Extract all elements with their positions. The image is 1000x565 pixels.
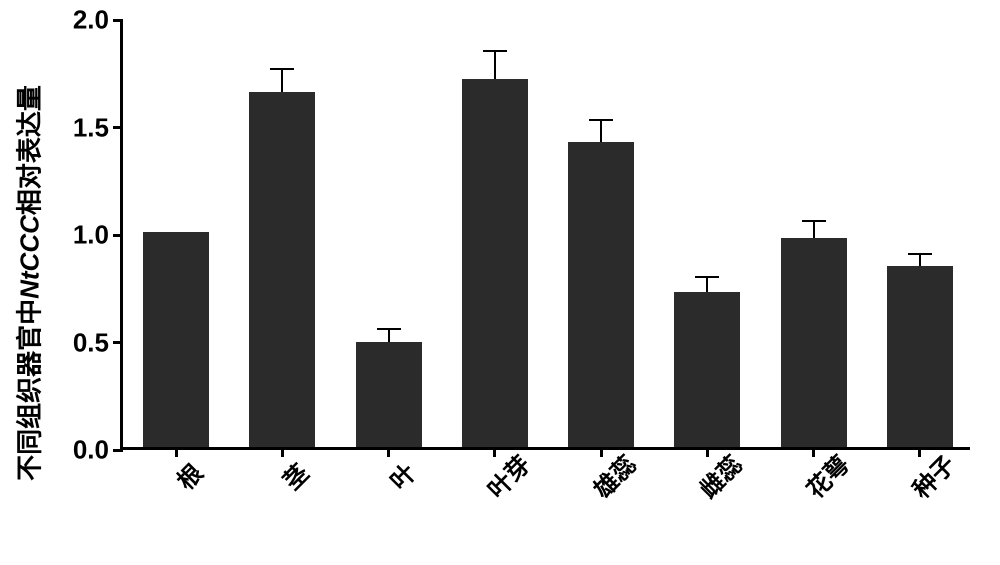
y-tick-label: 0.0 xyxy=(73,435,109,466)
bar-group xyxy=(674,17,740,447)
bar xyxy=(568,142,634,447)
error-cap xyxy=(270,68,294,70)
error-bar xyxy=(494,51,496,79)
bar-group xyxy=(249,17,315,447)
x-tick-label: 花萼 xyxy=(797,446,856,505)
x-tick-label: 叶芽 xyxy=(478,446,537,505)
error-cap xyxy=(589,119,613,121)
error-bar xyxy=(388,329,390,342)
x-tick-label: 根 xyxy=(168,455,210,497)
error-cap xyxy=(802,220,826,222)
error-bar xyxy=(600,120,602,142)
x-tick xyxy=(600,447,603,457)
error-cap xyxy=(377,328,401,330)
bar xyxy=(674,292,740,447)
bar-group xyxy=(462,17,528,447)
x-tick xyxy=(918,447,921,457)
error-bar xyxy=(281,69,283,93)
y-tick xyxy=(113,449,123,452)
error-cap xyxy=(908,253,932,255)
bar-group xyxy=(887,17,953,447)
y-tick-label: 1.0 xyxy=(73,220,109,251)
chart-container: 不同组织器官中NtCCC相对表达量 0.00.51.01.52.0根茎叶叶芽雄蕊… xyxy=(0,0,1000,565)
y-tick xyxy=(113,19,123,22)
y-axis-title-italic: NtCCC xyxy=(15,215,45,299)
plot-area: 0.00.51.01.52.0根茎叶叶芽雄蕊雌蕊花萼种子 xyxy=(120,20,970,450)
x-tick xyxy=(706,447,709,457)
bar xyxy=(356,342,422,447)
bar xyxy=(249,92,315,447)
x-tick-label: 雌蕊 xyxy=(690,446,749,505)
x-tick-label: 种子 xyxy=(903,446,962,505)
y-axis-title: 不同组织器官中NtCCC相对表达量 xyxy=(10,85,47,481)
error-bar xyxy=(706,277,708,292)
y-tick-label: 1.5 xyxy=(73,112,109,143)
x-tick xyxy=(493,447,496,457)
error-bar xyxy=(919,254,921,267)
x-tick xyxy=(281,447,284,457)
y-tick xyxy=(113,126,123,129)
x-tick xyxy=(387,447,390,457)
x-tick xyxy=(812,447,815,457)
bar-group xyxy=(781,17,847,447)
y-tick xyxy=(113,234,123,237)
bar-group xyxy=(568,17,634,447)
error-cap xyxy=(695,276,719,278)
y-tick-label: 0.5 xyxy=(73,327,109,358)
y-tick-label: 2.0 xyxy=(73,5,109,36)
x-tick-label: 茎 xyxy=(274,455,316,497)
bar xyxy=(143,232,209,447)
y-axis-title-post: 相对表达量 xyxy=(15,85,45,215)
error-cap xyxy=(483,50,507,52)
bar-group xyxy=(143,17,209,447)
bar-group xyxy=(356,17,422,447)
bar xyxy=(462,79,528,447)
x-tick-label: 叶 xyxy=(380,455,422,497)
y-tick xyxy=(113,341,123,344)
x-tick xyxy=(175,447,178,457)
error-bar xyxy=(813,221,815,238)
bar xyxy=(781,238,847,447)
bar xyxy=(887,266,953,447)
y-axis-title-pre: 不同组织器官中 xyxy=(15,298,45,480)
x-tick-label: 雄蕊 xyxy=(584,446,643,505)
